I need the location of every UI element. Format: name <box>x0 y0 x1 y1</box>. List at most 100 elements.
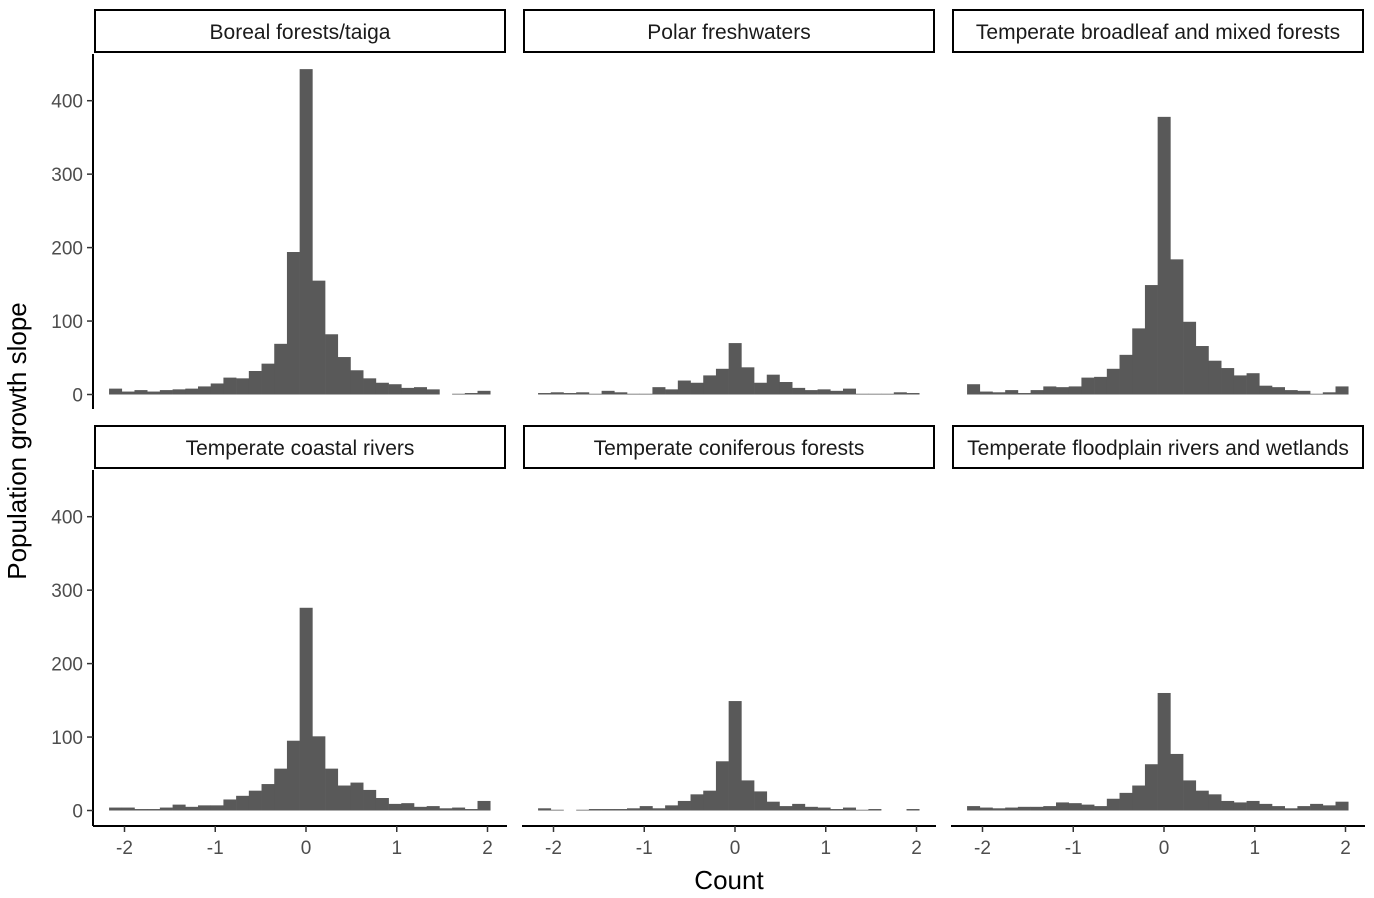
histogram-bar <box>830 809 844 811</box>
histogram-bar <box>550 809 564 811</box>
histogram-bar <box>967 806 981 811</box>
histogram-bar <box>1271 387 1285 395</box>
histogram-bar <box>1284 808 1298 811</box>
histogram-bar <box>1081 804 1095 811</box>
facet-strip-label: Polar freshwaters <box>647 21 810 44</box>
histogram-bar <box>464 393 478 395</box>
y-axis-title: Population growth slope <box>2 302 32 580</box>
histogram-bar <box>1106 368 1120 395</box>
y-tick-label: 100 <box>51 728 83 749</box>
histogram-bar <box>652 387 666 395</box>
histogram-bar <box>223 799 237 811</box>
histogram-bar <box>538 393 552 395</box>
histogram-bar <box>1195 790 1209 811</box>
facet-temperate-broadleaf-and-mixed-forests: Temperate broadleaf and mixed forests <box>952 9 1364 395</box>
histogram-bar <box>274 768 288 811</box>
histogram-bar <box>413 387 427 395</box>
histogram-bar <box>286 252 300 395</box>
y-tick-label: 200 <box>51 655 83 676</box>
histogram-bar <box>325 768 339 811</box>
facet-strip-label: Temperate floodplain rivers and wetlands <box>967 437 1349 460</box>
histogram-bar <box>779 806 793 811</box>
histogram-bar <box>1322 392 1336 395</box>
histogram-bar <box>274 343 288 395</box>
histogram-bar <box>690 382 704 395</box>
y-tick-label: 0 <box>72 802 83 823</box>
histogram-bar <box>588 393 602 395</box>
x-tick-label: 2 <box>911 838 922 859</box>
histogram-bar <box>1017 393 1031 395</box>
histogram-bar <box>792 803 806 811</box>
histogram-bar <box>754 382 768 395</box>
histogram-bar <box>741 367 755 395</box>
x-tick-label: -2 <box>116 838 133 859</box>
histogram-bar <box>1183 321 1197 395</box>
histogram-bar <box>325 334 339 395</box>
histogram-bar <box>1005 807 1019 811</box>
histogram-bar <box>665 389 679 395</box>
histogram-bar <box>1132 785 1146 811</box>
histogram-bar <box>550 392 564 395</box>
facet-strip-box <box>952 425 1364 469</box>
histogram-bar <box>236 795 250 811</box>
histogram-bar <box>312 736 326 811</box>
facet-strip-label: Boreal forests/taiga <box>210 21 391 44</box>
facet-strip-box <box>523 425 935 469</box>
x-tick-label: -1 <box>1065 838 1082 859</box>
histogram-bar <box>563 393 577 395</box>
histogram-bar <box>868 809 882 811</box>
histogram-bar <box>109 388 123 395</box>
histogram-bar <box>665 805 679 811</box>
histogram-bar <box>388 384 402 395</box>
histogram-bar <box>601 809 615 811</box>
histogram-bar <box>337 785 351 811</box>
y-tick-label: 300 <box>51 165 83 186</box>
histogram-bar <box>299 69 313 395</box>
histogram-bar <box>439 808 453 811</box>
histogram-bar <box>1081 377 1095 395</box>
histogram-bar <box>1246 800 1260 811</box>
histogram-bar <box>477 390 491 395</box>
histogram-bar <box>147 391 161 395</box>
histogram-bar <box>893 392 907 395</box>
histogram-bar <box>614 392 628 395</box>
histogram-bar <box>1335 386 1349 395</box>
histogram-bar <box>1094 376 1108 395</box>
histogram-bar <box>992 392 1006 395</box>
histogram-bar <box>1132 328 1146 395</box>
histogram-bar <box>1195 346 1209 395</box>
histogram-bar <box>1170 753 1184 811</box>
histogram-bar <box>1119 792 1133 811</box>
y-tick-label: 300 <box>51 581 83 602</box>
x-tick-label: -2 <box>545 838 562 859</box>
histogram-bar <box>261 784 275 811</box>
histogram-bar <box>375 382 389 395</box>
histogram-bar <box>1056 387 1070 395</box>
histogram-bar <box>967 384 981 395</box>
histogram-bar <box>401 803 415 811</box>
histogram-bar <box>1221 800 1235 811</box>
histogram-bar <box>134 390 148 395</box>
histogram-bar <box>248 790 262 811</box>
facet-strip-label: Temperate broadleaf and mixed forests <box>976 21 1340 44</box>
histogram-bar <box>388 803 402 811</box>
histogram-bar <box>855 393 869 395</box>
x-tick-label: 1 <box>1249 838 1260 859</box>
histogram-bar <box>464 809 478 811</box>
histogram-bar <box>1043 386 1057 395</box>
histogram-bar <box>1208 794 1222 811</box>
x-tick-label: 1 <box>391 838 402 859</box>
histogram-bar <box>1297 390 1311 395</box>
x-axis-title: Count <box>694 865 764 895</box>
histogram-bar <box>109 807 123 811</box>
histogram-bar <box>452 807 466 811</box>
histogram-bar <box>286 740 300 811</box>
histogram-bar <box>1233 375 1247 395</box>
x-tick-label: 0 <box>730 838 741 859</box>
histogram-bar <box>627 808 641 811</box>
histogram-bar <box>1335 801 1349 811</box>
y-tick-label: 0 <box>72 386 83 407</box>
facet-temperate-coastal-rivers: Temperate coastal rivers 0 100 200 300 400 -2 -… <box>51 425 507 859</box>
facet-strip-box <box>523 9 935 53</box>
histogram-bar <box>426 806 440 811</box>
